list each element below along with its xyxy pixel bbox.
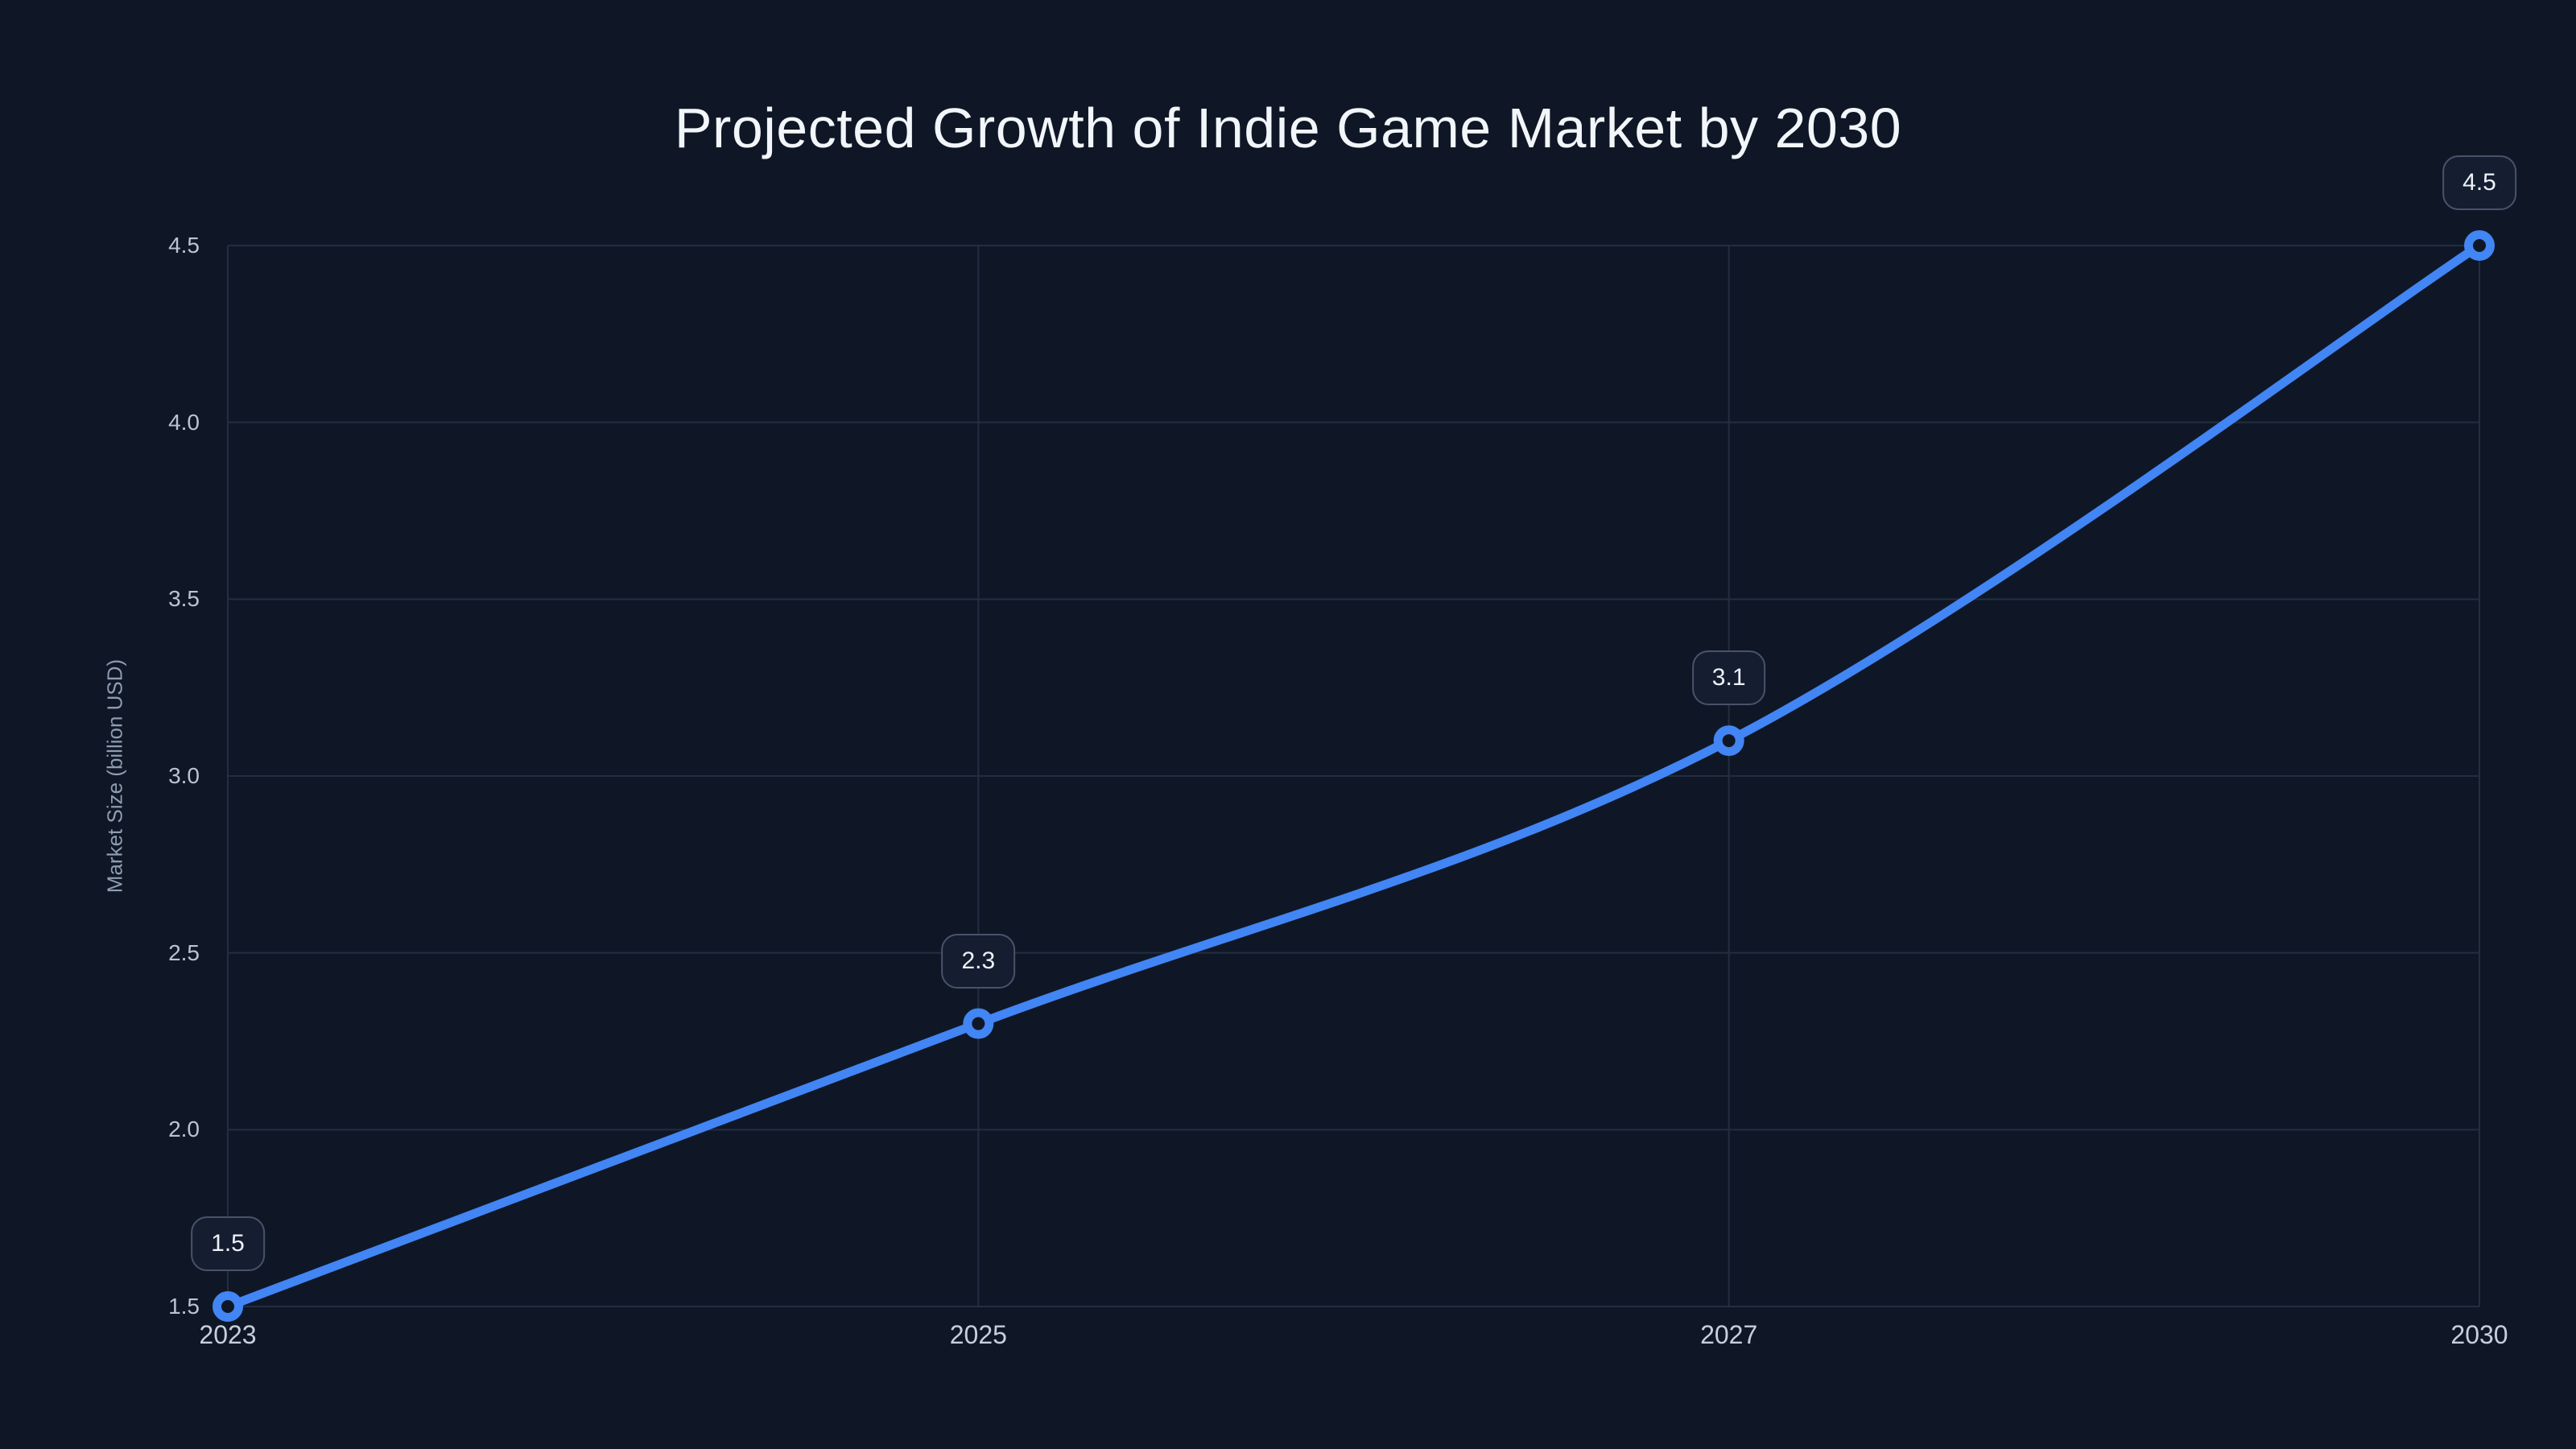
y-axis-tick-label: 3.0: [168, 763, 200, 788]
y-axis-tick-label: 4.0: [168, 409, 200, 435]
y-axis-tick-label: 2.5: [168, 939, 200, 965]
point-value-badge: 1.5: [191, 1216, 265, 1271]
data-point-marker[interactable]: [213, 1291, 243, 1322]
data-point-marker[interactable]: [2464, 230, 2495, 261]
y-axis-tick-label: 2.0: [168, 1117, 200, 1142]
x-axis-tick-label: 2027: [1700, 1320, 1758, 1349]
point-value-badge: 2.3: [941, 933, 1016, 989]
y-axis-tick-label: 4.5: [168, 233, 200, 258]
horizontal-gridlines: [228, 245, 2479, 1307]
x-axis-tick-label: 2023: [199, 1320, 257, 1349]
line-chart-plot: [213, 230, 2495, 1322]
y-axis-tick-label: 3.5: [168, 586, 200, 612]
point-value-badge: 3.1: [1691, 650, 1766, 706]
data-point-marker[interactable]: [1713, 725, 1744, 757]
series-line: [223, 241, 2484, 1311]
y-axis-tick-label: 1.5: [168, 1294, 200, 1319]
data-point-markers: [213, 230, 2495, 1322]
point-value-badge: 4.5: [2442, 155, 2516, 210]
vertical-gridlines: [227, 246, 2480, 1307]
x-axis-tick-label: 2030: [2450, 1320, 2508, 1349]
data-point-marker[interactable]: [963, 1008, 994, 1039]
chart-title: Projected Growth of Indie Game Market by…: [674, 97, 1902, 159]
x-axis-tick-label: 2025: [949, 1320, 1007, 1349]
